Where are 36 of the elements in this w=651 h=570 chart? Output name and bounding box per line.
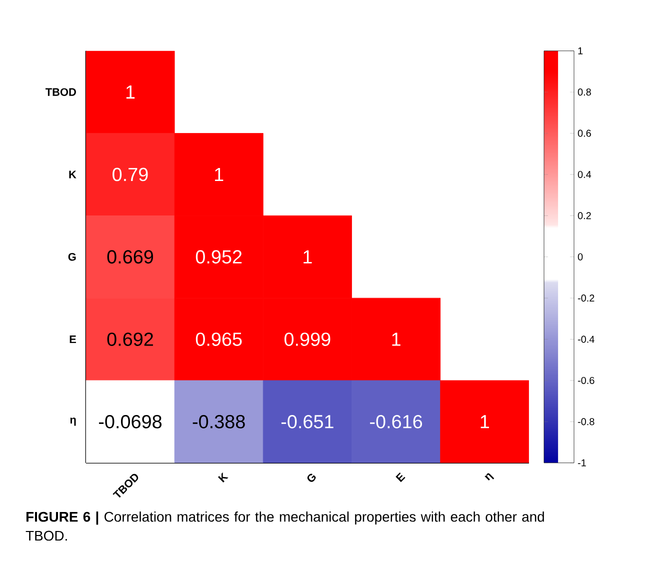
data-label: 0.999 (284, 332, 330, 346)
x-tick-label: E (396, 472, 406, 482)
y-tick-label: K (69, 170, 76, 178)
data-label: 0.965 (196, 332, 242, 346)
color-bar-label: -0.8 (578, 418, 594, 426)
data-label: 0.79 (112, 168, 148, 182)
color-bar-label: 0.6 (578, 130, 591, 137)
color-bar-label: 0 (578, 253, 583, 260)
color-bar-label: -0.2 (578, 294, 594, 302)
x-tick-label: K (218, 472, 228, 482)
data-label: 0.669 (107, 250, 154, 264)
data-label: 0.952 (196, 250, 242, 264)
y-tick-label: TBOD (46, 88, 76, 96)
data-label: 0.692 (107, 332, 153, 346)
data-label: 1 (480, 415, 489, 428)
y-tick-label: G (68, 253, 76, 261)
x-tick-label: G (307, 474, 316, 482)
color-bar-label: -0.6 (578, 376, 594, 384)
y-tick-label: E (70, 336, 76, 344)
data-label: -0.0698 (98, 414, 162, 428)
y-tick-label: η (70, 418, 76, 426)
color-bar-label: 1 (578, 47, 583, 54)
text: FIGURE 6 | Correlation matrices for the mechanical properties with each other and TBOD. (26, 512, 544, 541)
data-label: -0.388 (192, 414, 245, 428)
color-bar-label: 0.2 (578, 212, 591, 220)
color-bar-label: 0.4 (578, 170, 592, 178)
color-bar-label: -1 (578, 459, 586, 466)
data-label: 1 (126, 86, 135, 99)
color-bar-label: 0.8 (578, 88, 591, 96)
data-label: 1 (392, 332, 400, 346)
data-label: 1 (304, 250, 312, 264)
x-tick-label: η (484, 473, 494, 480)
data-label: 1 (215, 168, 224, 181)
data-label: -0.616 (370, 414, 422, 428)
color-bar-label: -0.4 (578, 336, 594, 343)
data-label: -0.651 (281, 414, 334, 428)
